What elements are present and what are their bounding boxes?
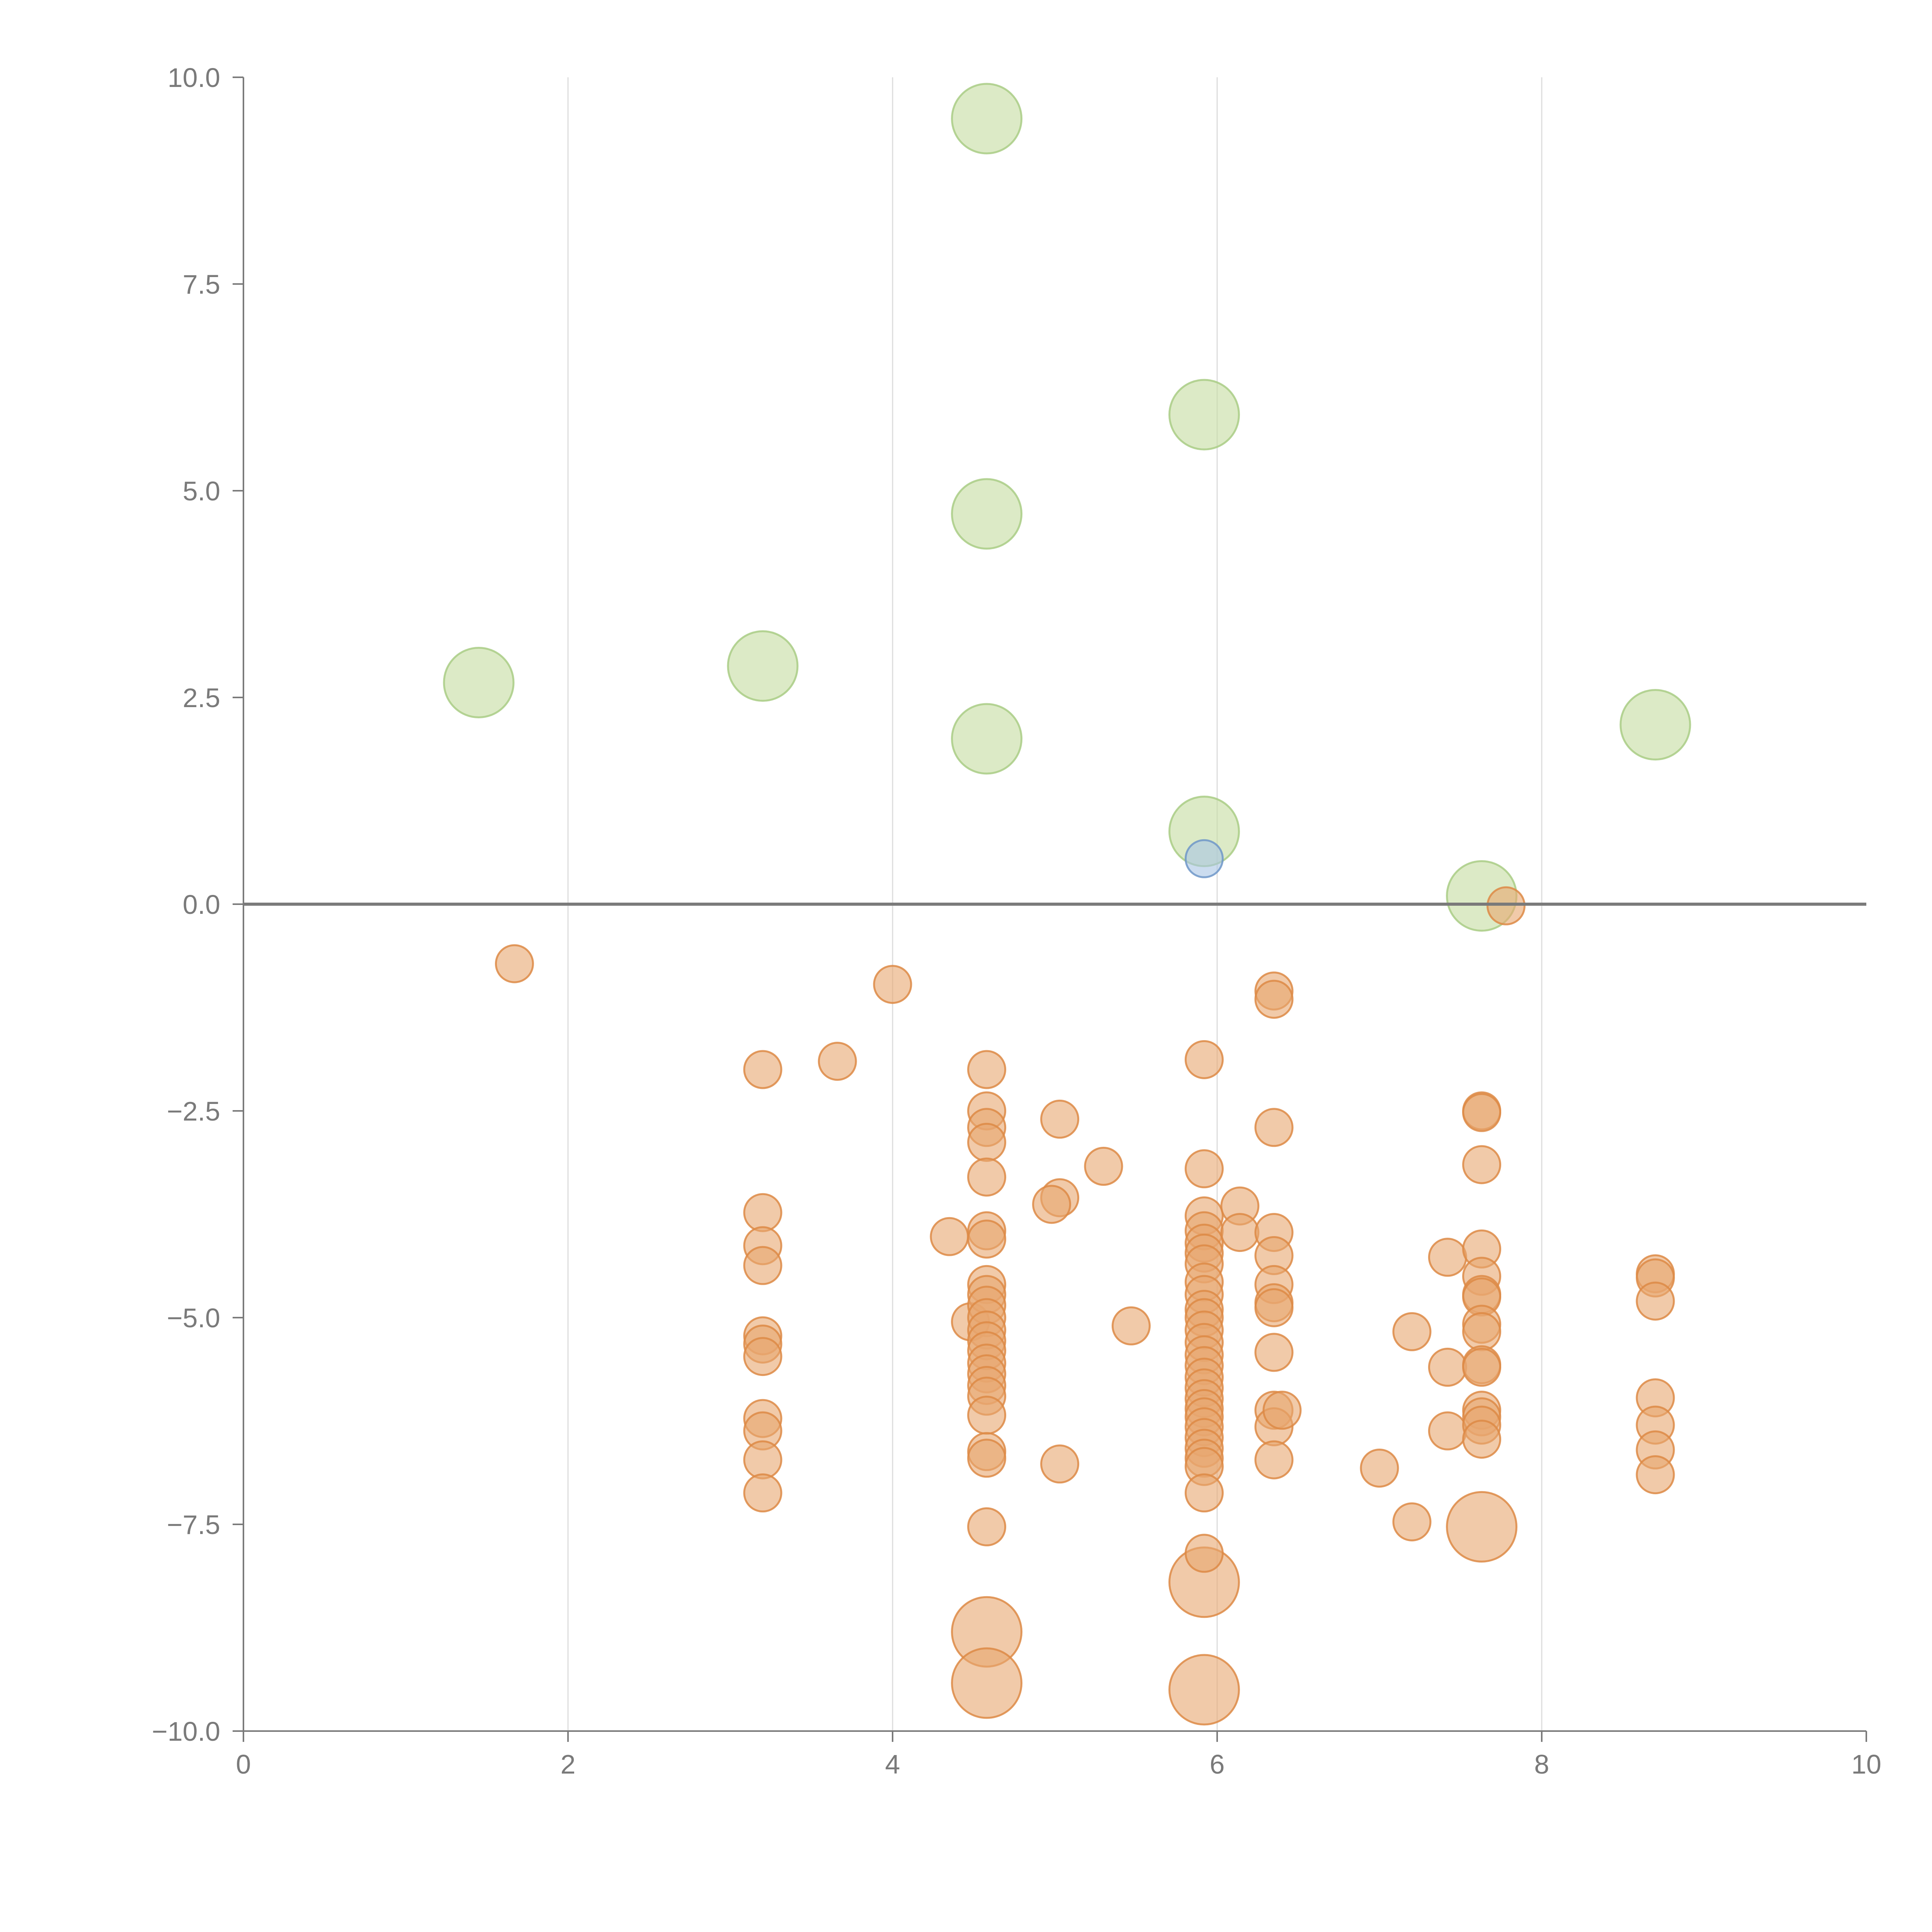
orange-data-point bbox=[743, 1337, 782, 1376]
orange-data-point bbox=[1392, 1502, 1432, 1542]
orange-data-point bbox=[967, 1122, 1007, 1162]
orange-data-point bbox=[1462, 1312, 1502, 1351]
orange-data-point bbox=[1254, 1108, 1294, 1147]
orange-data-point bbox=[1254, 1333, 1294, 1372]
x-tick-label: 2 bbox=[561, 1749, 576, 1779]
orange-data-point bbox=[1184, 1149, 1224, 1189]
orange-data-point bbox=[1032, 1185, 1071, 1224]
green-data-point bbox=[951, 703, 1023, 775]
y-tick-label: 7.5 bbox=[183, 269, 220, 299]
orange-data-point bbox=[743, 1440, 782, 1480]
orange-data-point bbox=[1462, 1145, 1502, 1184]
green-data-point bbox=[1168, 379, 1240, 451]
orange-data-point bbox=[967, 1439, 1007, 1478]
orange-data-point bbox=[743, 1473, 782, 1513]
x-tick-label: 8 bbox=[1534, 1749, 1549, 1779]
orange-data-point bbox=[1462, 1347, 1502, 1387]
x-tick-label: 10 bbox=[1851, 1749, 1881, 1779]
y-tick-label: −7.5 bbox=[167, 1510, 220, 1540]
orange-data-point bbox=[1040, 1444, 1080, 1484]
green-data-point bbox=[727, 630, 799, 702]
green-data-point bbox=[443, 646, 515, 718]
y-tick-label: 2.5 bbox=[183, 683, 220, 713]
orange-data-point bbox=[967, 1219, 1007, 1259]
orange-data-point bbox=[1428, 1411, 1467, 1451]
orange-data-point bbox=[495, 944, 534, 983]
orange-data-point bbox=[1462, 1093, 1502, 1132]
orange-data-point bbox=[967, 1396, 1007, 1435]
orange-data-point bbox=[743, 1050, 782, 1089]
y-tick-label: −10.0 bbox=[152, 1716, 220, 1747]
y-tick-label: −5.0 bbox=[167, 1303, 220, 1333]
orange-data-point bbox=[967, 1050, 1007, 1089]
orange-data-point bbox=[951, 1647, 1023, 1719]
orange-data-point bbox=[1084, 1146, 1123, 1186]
orange-data-point bbox=[743, 1193, 782, 1232]
orange-data-point bbox=[1254, 1288, 1294, 1327]
orange-data-point bbox=[1220, 1213, 1260, 1252]
orange-data-point bbox=[1184, 1040, 1224, 1079]
y-tick-label: 5.0 bbox=[183, 476, 220, 506]
orange-data-point bbox=[1184, 1473, 1224, 1513]
y-tick-label: −2.5 bbox=[167, 1096, 220, 1126]
green-data-point bbox=[1619, 689, 1691, 761]
green-data-point bbox=[951, 83, 1023, 155]
orange-data-point bbox=[967, 1157, 1007, 1197]
green-data-point bbox=[951, 478, 1023, 550]
x-tick-label: 4 bbox=[885, 1749, 900, 1779]
tick-labels: 0 2 4 6 8 10 −10.0 −7.5 −5.0 −2.5 0.0 2.5 5.0 7.5 10.0 bbox=[152, 63, 1881, 1779]
orange-data-point bbox=[743, 1246, 782, 1285]
orange-data-point bbox=[1360, 1448, 1399, 1488]
orange-data-point bbox=[1636, 1281, 1675, 1321]
orange-data-point bbox=[1168, 1654, 1240, 1726]
orange-data-point bbox=[1254, 1440, 1294, 1480]
axes bbox=[233, 77, 1867, 1742]
x-tick-label: 6 bbox=[1210, 1749, 1225, 1779]
orange-data-point bbox=[1111, 1306, 1151, 1345]
orange-data-point bbox=[967, 1507, 1007, 1546]
orange-data-point bbox=[1446, 1491, 1518, 1563]
orange-data-point bbox=[1254, 980, 1294, 1019]
orange-data-point bbox=[1262, 1391, 1302, 1430]
data-points bbox=[243, 83, 1866, 1726]
orange-data-point bbox=[1040, 1099, 1080, 1139]
orange-data-point bbox=[930, 1217, 969, 1256]
orange-data-point bbox=[1428, 1347, 1467, 1387]
y-tick-label: 0.0 bbox=[183, 889, 220, 920]
orange-data-point bbox=[1486, 886, 1526, 925]
blue-data-point bbox=[1184, 839, 1224, 878]
x-tick-label: 0 bbox=[236, 1749, 251, 1779]
orange-data-point bbox=[873, 965, 912, 1004]
orange-data-point bbox=[1428, 1238, 1467, 1277]
orange-data-point bbox=[1636, 1455, 1675, 1495]
orange-data-point bbox=[1392, 1312, 1432, 1351]
orange-data-point bbox=[1462, 1420, 1502, 1459]
orange-data-point bbox=[818, 1042, 857, 1081]
orange-data-point bbox=[1184, 1534, 1224, 1573]
y-tick-label: 10.0 bbox=[168, 63, 220, 93]
